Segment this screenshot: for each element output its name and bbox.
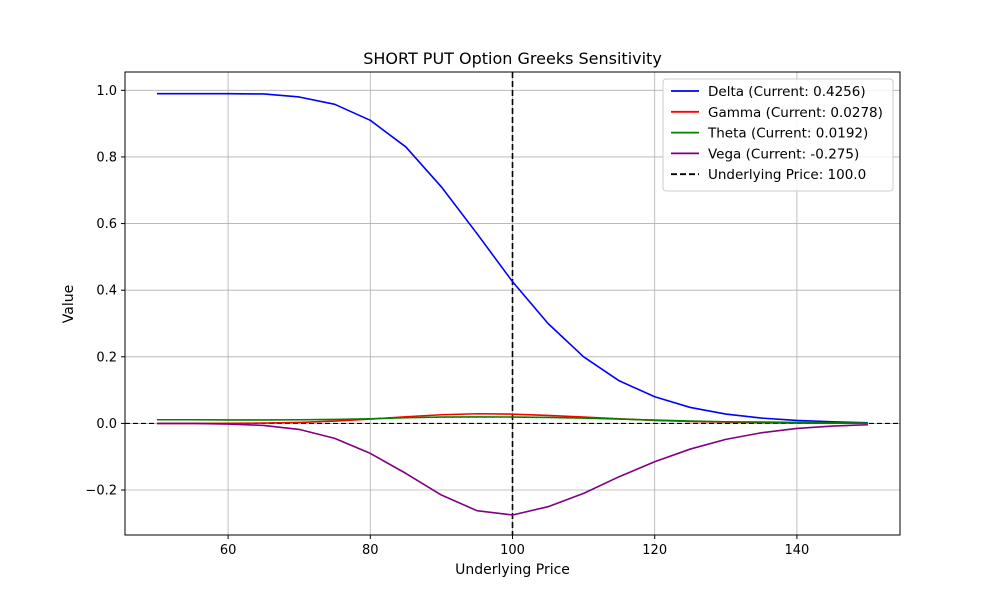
axis-ticks: 60 80 100 120 140 −0.2 0.0 0.2 0.4 0.6 0.8 1.0 — [85, 84, 809, 558]
x-tick-label: 140 — [784, 543, 809, 558]
y-tick-label: 1.0 — [96, 84, 117, 99]
y-tick-label: 0.0 — [96, 417, 117, 432]
y-axis-label: Value — [61, 285, 77, 323]
legend-label: Vega (Current: -0.275) — [708, 146, 859, 162]
series-line-0 — [157, 92, 869, 424]
legend: Delta (Current: 0.4256) Gamma (Current: 0… — [662, 78, 894, 192]
y-tick-label: −0.2 — [85, 484, 117, 499]
legend-label: Theta (Current: 0.0192) — [707, 126, 868, 142]
series-line-3 — [157, 422, 869, 516]
y-tick-label: 0.4 — [96, 284, 117, 299]
legend-label: Gamma (Current: 0.0278) — [708, 105, 883, 121]
x-tick-label: 100 — [500, 543, 525, 558]
y-tick-label: 0.2 — [96, 350, 117, 365]
chart-title: SHORT PUT Option Greeks Sensitivity — [363, 49, 662, 68]
y-tick-label: 0.8 — [96, 150, 117, 165]
x-tick-label: 80 — [362, 543, 379, 558]
x-tick-label: 60 — [220, 543, 237, 558]
legend-box — [662, 78, 894, 192]
x-tick-label: 120 — [642, 543, 667, 558]
y-tick-label: 0.6 — [96, 217, 117, 232]
legend-label: Delta (Current: 0.4256) — [708, 84, 866, 100]
x-axis-label: Underlying Price — [455, 562, 570, 578]
legend-label: Underlying Price: 100.0 — [708, 167, 866, 183]
series-lines — [157, 92, 869, 516]
series-line-2 — [157, 416, 869, 424]
